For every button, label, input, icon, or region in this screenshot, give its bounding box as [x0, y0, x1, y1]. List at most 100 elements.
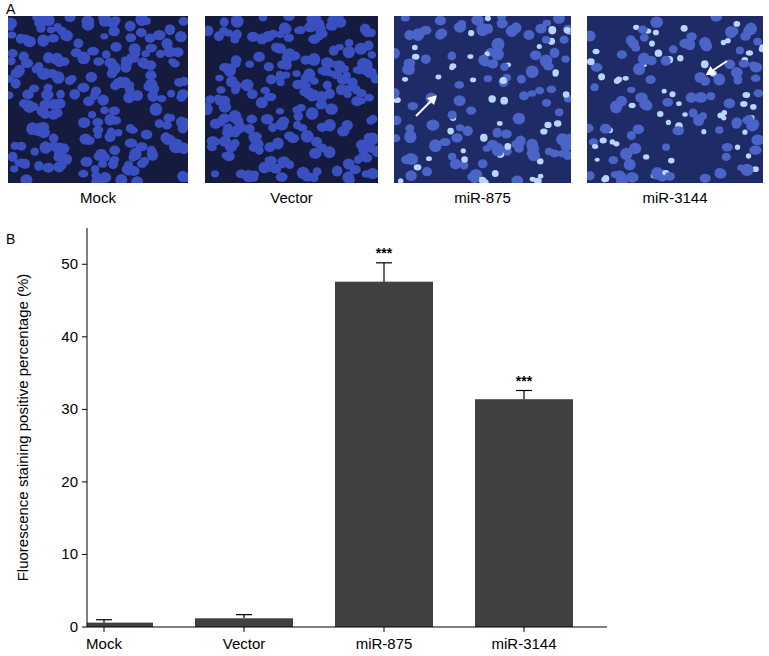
nucleus — [8, 57, 16, 65]
nucleus — [448, 110, 457, 119]
nucleus — [511, 175, 523, 183]
nucleus — [405, 170, 416, 181]
nucleus — [249, 170, 259, 177]
x-tick — [384, 627, 385, 632]
nucleus — [8, 32, 16, 39]
nucleus — [626, 172, 639, 183]
nucleus — [37, 122, 49, 132]
nucleus — [449, 65, 454, 70]
nucleus — [528, 90, 536, 97]
nucleus — [153, 30, 166, 40]
nucleus — [414, 164, 422, 170]
nucleus — [11, 142, 20, 150]
nucleus — [287, 134, 299, 143]
nucleus — [662, 98, 673, 107]
x-tick-label: Vector — [223, 635, 266, 652]
nucleus — [308, 53, 321, 66]
nucleus — [435, 75, 441, 80]
nucleus — [394, 48, 400, 59]
nucleus — [620, 148, 633, 160]
nucleus — [598, 73, 605, 80]
nucleus — [739, 60, 750, 68]
nucleus — [327, 17, 337, 24]
nucleus — [501, 129, 512, 138]
nucleus — [645, 75, 655, 84]
nucleus — [104, 58, 117, 68]
nucleus — [273, 43, 286, 53]
micrograph — [200, 11, 383, 184]
image-background — [8, 16, 188, 183]
nucleus — [78, 117, 90, 128]
nucleus — [394, 134, 400, 142]
nucleus — [587, 171, 595, 180]
nucleus — [98, 161, 107, 168]
nucleus — [292, 70, 300, 77]
nucleus — [694, 92, 707, 103]
nucleus — [461, 148, 466, 153]
nucleus — [268, 123, 277, 132]
nucleus — [649, 41, 655, 47]
nucleus — [639, 99, 651, 110]
nucleus — [593, 49, 600, 54]
nucleus — [363, 142, 371, 150]
nucleus — [412, 54, 420, 60]
nucleus — [736, 46, 744, 54]
nucleus — [264, 62, 274, 71]
nucleus — [94, 152, 106, 161]
nucleus — [429, 139, 442, 152]
y-axis-title: Fluorescence staining positive percentag… — [14, 274, 31, 582]
nucleus — [679, 39, 691, 49]
nucleus — [560, 36, 569, 44]
bar — [475, 399, 573, 627]
nucleus — [235, 122, 246, 133]
nucleus — [665, 172, 675, 181]
nucleus — [21, 59, 33, 69]
nucleus — [17, 159, 26, 168]
nucleus — [514, 144, 524, 153]
nucleus — [29, 85, 39, 93]
nucleus — [484, 75, 493, 82]
nucleus — [233, 29, 242, 39]
nucleus — [83, 136, 94, 145]
nucleus — [333, 60, 345, 72]
nucleus — [447, 52, 456, 61]
nucleus — [643, 154, 649, 159]
nucleus — [8, 91, 14, 99]
nucleus — [500, 77, 507, 84]
nucleus — [268, 157, 277, 165]
nucleus — [91, 165, 99, 173]
nucleus — [751, 134, 763, 145]
nucleus — [276, 31, 285, 38]
nucleus — [135, 16, 147, 26]
nucleus — [402, 77, 408, 82]
nucleus — [587, 124, 594, 133]
nucleus — [214, 94, 222, 101]
nucleus — [701, 60, 709, 68]
nucleus — [145, 79, 158, 92]
nucleus — [317, 144, 328, 153]
nucleus — [741, 164, 754, 176]
nucleus — [480, 134, 488, 142]
nucleus — [245, 60, 254, 67]
nucleus — [351, 96, 363, 106]
nucleus — [69, 89, 80, 100]
nucleus — [714, 169, 726, 179]
nucleus — [614, 78, 620, 84]
nucleus — [247, 32, 259, 42]
nucleus — [544, 122, 551, 128]
nucleus — [724, 99, 736, 109]
image-caption: Mock — [80, 189, 116, 206]
nucleus — [740, 101, 747, 107]
nucleus — [306, 16, 318, 25]
nucleus — [369, 115, 378, 123]
nucleus — [759, 44, 763, 50]
nucleus — [342, 120, 353, 131]
nucleus — [266, 74, 277, 84]
nucleus — [615, 172, 626, 182]
nucleus — [537, 44, 542, 49]
nucleus — [608, 156, 618, 164]
nucleus — [662, 89, 667, 94]
nucleus — [550, 149, 560, 157]
nucleus — [170, 60, 180, 68]
nucleus — [590, 83, 598, 91]
